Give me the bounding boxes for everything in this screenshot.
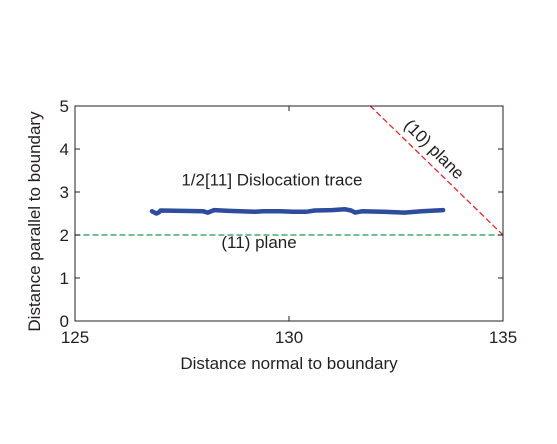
annotation-label-1: (11) plane <box>221 233 296 252</box>
x-tick-label: 135 <box>489 328 517 347</box>
x-tick-label: 130 <box>275 328 303 347</box>
series-line-0 <box>149 206 446 216</box>
y-tick-label: 4 <box>60 140 69 159</box>
y-tick-label: 1 <box>60 269 69 288</box>
x-tick-label: 125 <box>61 328 89 347</box>
y-tick-label: 0 <box>60 312 69 331</box>
axes: 125 130 135 0 1 2 3 4 5 <box>60 97 518 347</box>
y-axis-label: Distance parallel to boundary <box>25 111 44 332</box>
y-tick-label: 2 <box>60 226 69 245</box>
y-tick-label: 5 <box>60 97 69 116</box>
x-axis-label: Distance normal to boundary <box>180 354 398 373</box>
plot-area <box>75 106 503 236</box>
annotation-label-0: 1/2[11] Dislocation trace <box>181 171 362 190</box>
y-tick-label: 3 <box>60 183 69 202</box>
series-line-2 <box>369 106 503 236</box>
